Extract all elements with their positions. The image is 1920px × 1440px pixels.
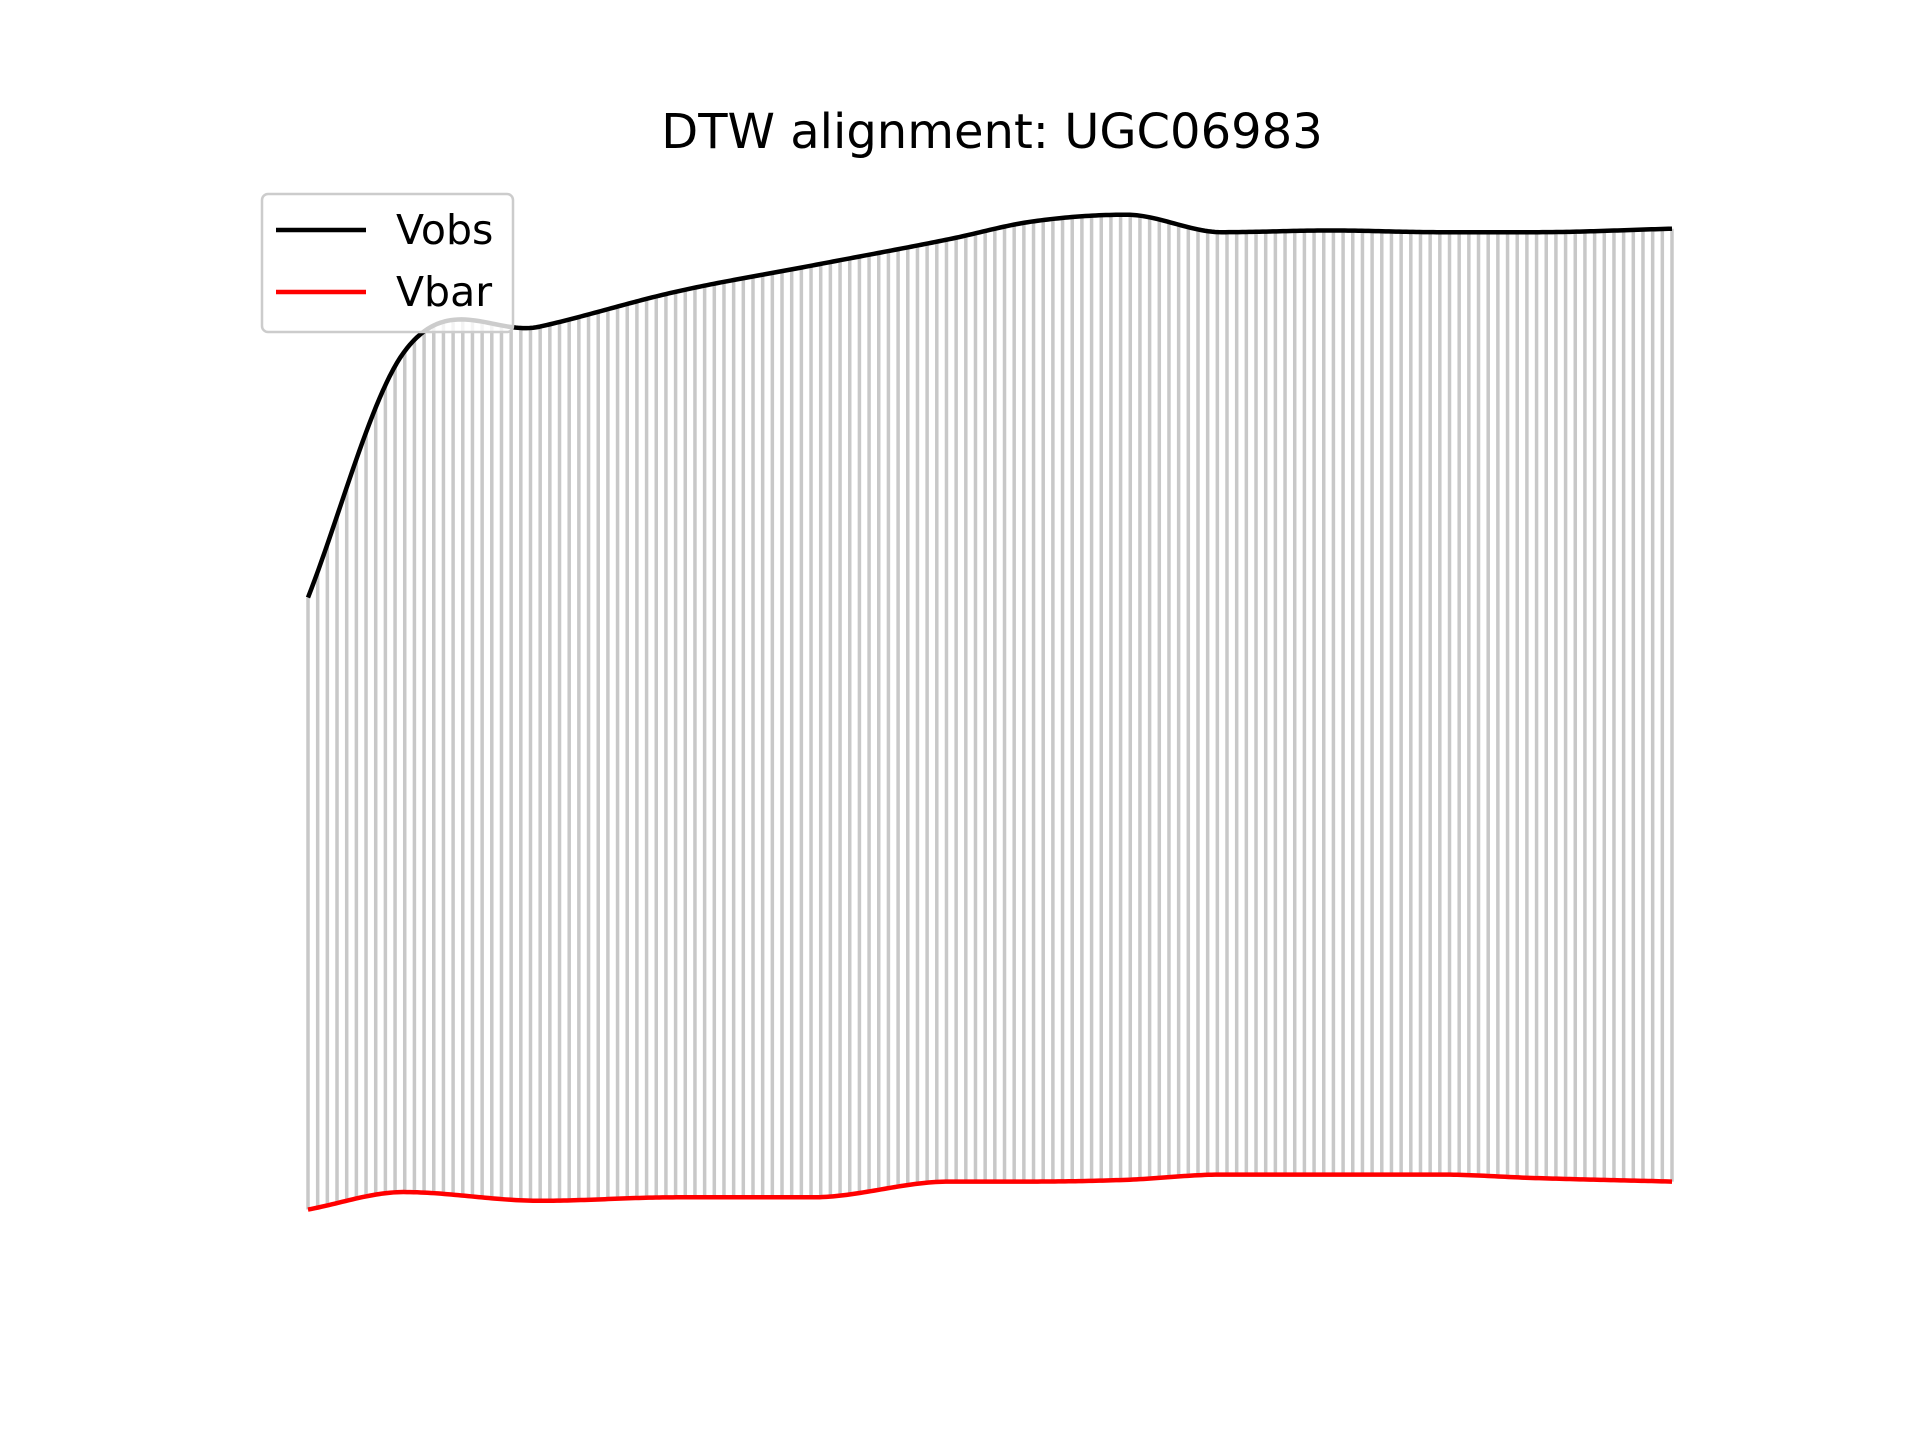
series-lines (305, 212, 1673, 1212)
series-line-vbar (307, 1172, 1673, 1212)
chart-title: DTW alignment: UGC06983 (661, 104, 1322, 160)
alignment-connectors (306, 214, 1674, 1210)
legend-label-vbar: Vbar (396, 268, 492, 316)
series-line-vobs (305, 212, 1673, 599)
legend-label-vobs: Vobs (396, 206, 493, 254)
legend: Vobs Vbar (260, 192, 515, 334)
